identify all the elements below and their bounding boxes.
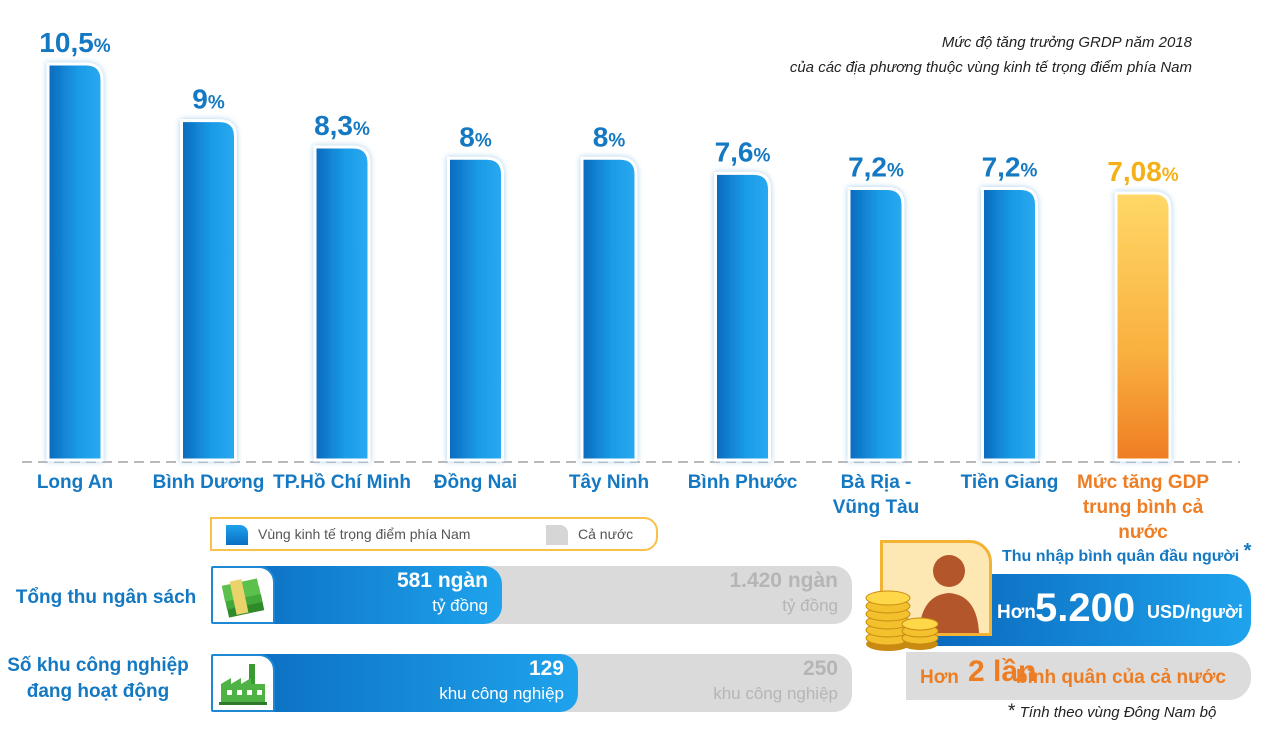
category-label-tay-ninh: Tây Ninh [539, 470, 679, 495]
category-label-line: Tây Ninh [568, 472, 650, 493]
income-unit: USD/người [1147, 602, 1243, 622]
chart-title-line-1: Mức độ tăng trưởng GRDP năm 2018 [941, 34, 1192, 51]
value-label-binh-duong: 9% [192, 84, 225, 115]
income-prefix: Hơn [997, 602, 1036, 623]
budget-label: Tổng thu ngân sách [8, 585, 204, 611]
bar-long-an [46, 62, 104, 462]
category-label-line: Đồng Nai [433, 472, 518, 493]
category-label-tien-giang: Tiền Giang [940, 470, 1080, 495]
industrial-zone-region-unit: khu công nghiệp [439, 684, 564, 703]
legend-swatch-region [226, 525, 248, 545]
category-label-line: trung bình cả nước [1082, 497, 1204, 543]
footnote: * Tính theo vùng Đông Nam bộ [1008, 701, 1216, 723]
income-asterisk: * [1243, 540, 1252, 562]
income-heading: Thu nhập bình quân đầu người * [1002, 540, 1251, 566]
value-label-muc-tang-gdp-trung-binh-ca-nuoc: 7,08% [1107, 156, 1179, 187]
value-label-binh-phuoc: 7,6% [715, 136, 771, 167]
bar-tp-ho-chi-minh [313, 145, 371, 462]
industrial-zone-region-value: 129 [528, 657, 564, 680]
category-label-line: Bà Rịa - [840, 472, 912, 493]
industrial-zone-national-value: 250 [802, 657, 838, 680]
category-label-dong-nai: Đồng Nai [406, 470, 546, 495]
income-value: 5.200 [1035, 586, 1136, 630]
bar-binh-phuoc [714, 171, 771, 462]
compare-value: 2 lần [968, 655, 1037, 688]
category-label-line: Tiền Giang [960, 472, 1059, 493]
legend: Vùng kinh tế trọng điểm phía Nam Cả nước [210, 517, 658, 551]
money-stack-icon [211, 566, 275, 624]
compare-prefix: Hơn [920, 667, 959, 688]
industrial-zone-national-unit: khu công nghiệp [713, 684, 838, 703]
income-compare-bar: Hơn 2 lần bình quân của cả nước [906, 652, 1251, 700]
bar-binh-duong [180, 119, 237, 462]
category-label-ba-ria-vung-tau: Bà Rịa - Vũng Tàu [806, 470, 946, 520]
budget-label-line: Tổng thu ngân sách [15, 587, 197, 608]
budget-national-unit: tỷ đồng [782, 596, 838, 615]
value-label-ba-ria-vung-tau: 7,2% [848, 151, 904, 182]
category-label-tp-ho-chi-minh: TP.Hồ Chí Minh [272, 470, 412, 495]
money-stack-icon [221, 578, 265, 618]
legend-swatch-national [546, 525, 568, 545]
legend-label-region: Vùng kinh tế trọng điểm phía Nam [258, 526, 471, 542]
industrial-zone-label: Số khu công nghiệp đang hoạt động [0, 653, 196, 705]
coins-icon [865, 590, 939, 651]
factory-icon [219, 664, 267, 705]
category-label-line: Long An [36, 472, 114, 493]
budget-region-value: 581 ngàn [396, 569, 488, 592]
value-label-dong-nai: 8% [459, 121, 492, 152]
category-label-line: Bình Phước [687, 472, 798, 493]
income-heading-text: Thu nhập bình quân đầu người [1002, 548, 1240, 565]
value-label-tp-ho-chi-minh: 8,3% [314, 110, 370, 141]
bar-tien-giang [981, 186, 1038, 462]
value-label-tay-ninh: 8% [593, 121, 626, 152]
bar-ba-ria-vung-tau [847, 186, 905, 462]
bar-muc-tang-gdp-trung-binh-ca-nuoc [1114, 191, 1172, 462]
coins-icon [865, 590, 939, 651]
value-label-long-an: 10,5% [39, 27, 111, 58]
footnote-text: Tính theo vùng Đông Nam bộ [1019, 704, 1217, 721]
budget-national-value: 1.420 ngàn [729, 569, 838, 592]
factory-icon [211, 654, 275, 712]
footnote-mark: * [1008, 701, 1016, 722]
legend-label-national: Cả nước [578, 526, 634, 542]
industrial-zone-label-line-2: đang hoạt động [26, 681, 170, 702]
value-label-tien-giang: 7,2% [982, 151, 1038, 182]
industrial-zone-label-line-1: Số khu công nghiệp [7, 655, 189, 676]
category-label-line: Bình Dương [152, 472, 265, 493]
compare-suffix: bình quân của cả nước [1016, 667, 1226, 688]
grdp-bar-chart: 10,5% 9% 8,3% 8% 8% 7,6% 7,2% 7,2% 7,08% [22, 27, 1240, 463]
chart-title: Mức độ tăng trưởng GRDP năm 2018 của các… [790, 30, 1192, 80]
chart-title-line-2: của các địa phương thuộc vùng kinh tế tr… [789, 59, 1192, 76]
category-label-line: Mức tăng GDP [1077, 472, 1209, 493]
category-label-line: TP.Hồ Chí Minh [273, 472, 411, 493]
bar-dong-nai [447, 156, 504, 462]
category-label-binh-duong: Bình Dương [139, 470, 279, 495]
category-label-muc-tang-gdp-trung-binh-ca-nuoc: Mức tăng GDP trung bình cả nước [1073, 470, 1213, 545]
category-label-long-an: Long An [5, 470, 145, 495]
budget-region-unit: tỷ đồng [432, 596, 488, 615]
bar-tay-ninh [580, 156, 638, 462]
category-label-line: Vũng Tàu [832, 497, 920, 518]
category-label-binh-phuoc: Bình Phước [673, 470, 813, 495]
